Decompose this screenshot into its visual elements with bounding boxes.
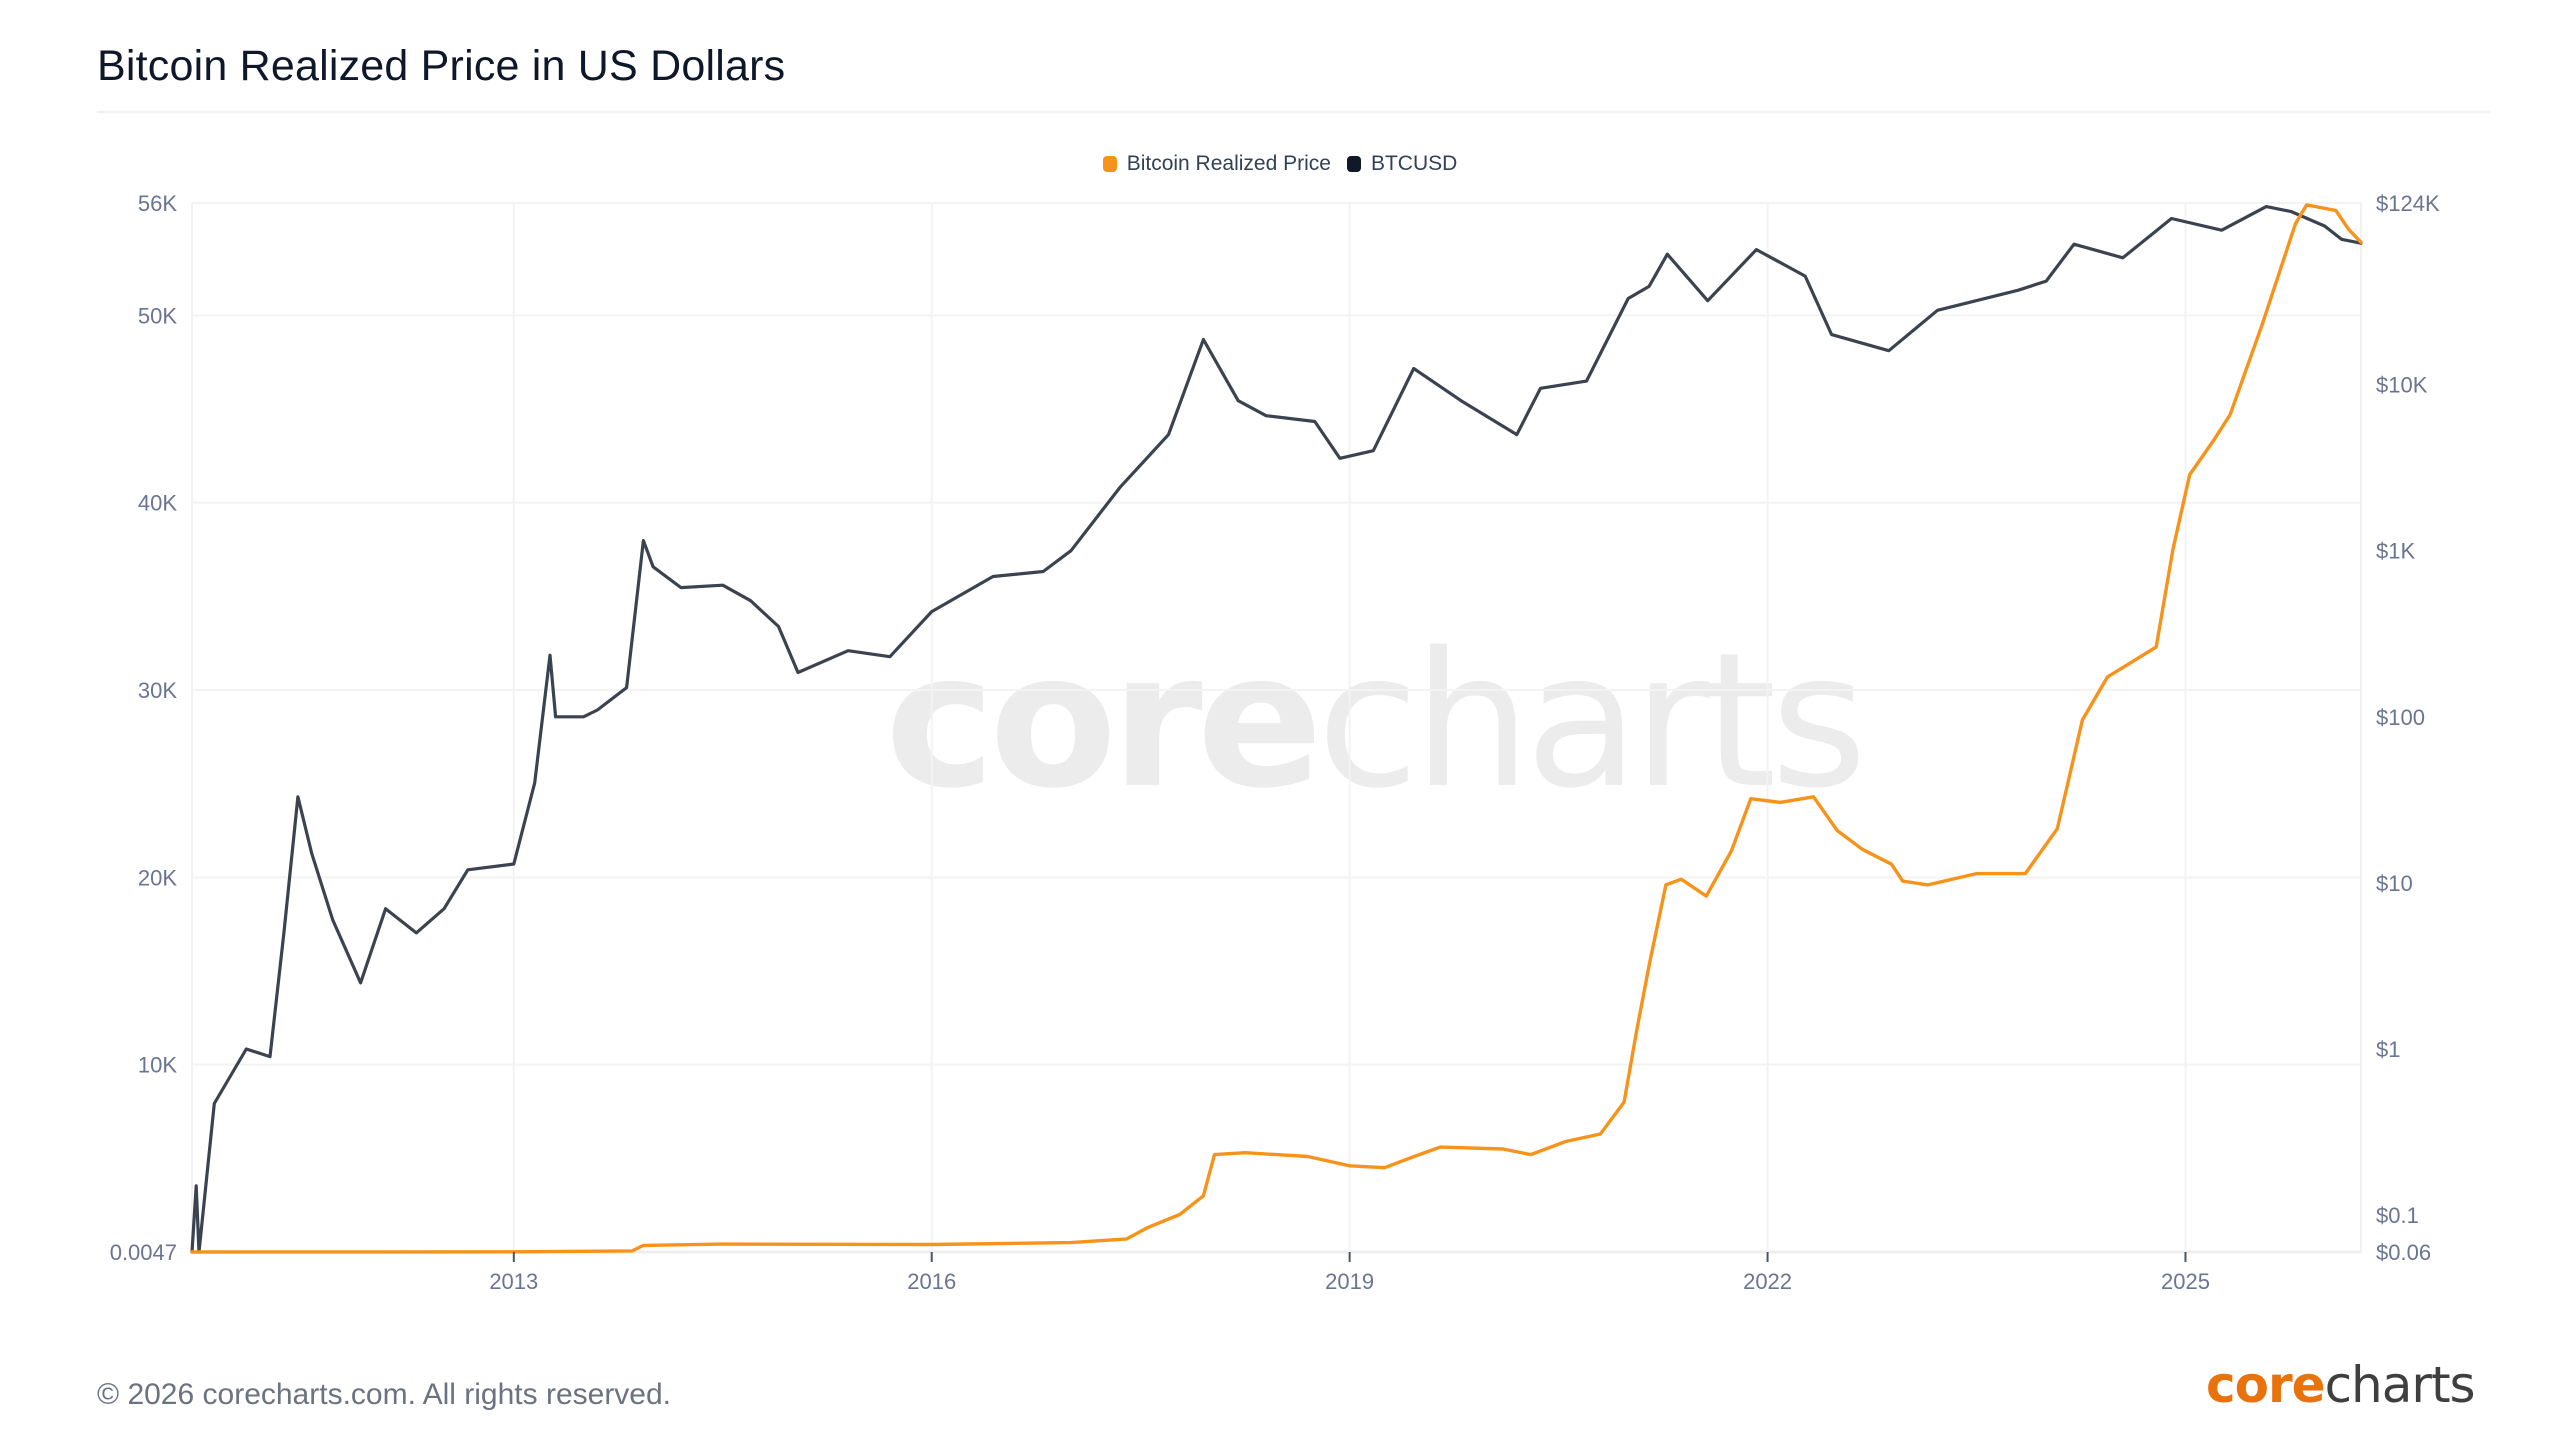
legend-item-realized-price[interactable]: Bitcoin Realized Price bbox=[1102, 152, 1331, 176]
watermark-logo: corecharts bbox=[885, 612, 1867, 829]
x-tick-label: 2016 bbox=[907, 1269, 956, 1294]
y-right-tick-label: $1 bbox=[2376, 1037, 2400, 1062]
series-line-realized-price bbox=[190, 203, 2363, 1254]
legend-label-realized-price: Bitcoin Realized Price bbox=[1126, 152, 1331, 175]
x-tick-label: 2025 bbox=[2161, 1269, 2210, 1294]
y-left-tick-label: 50K bbox=[138, 303, 177, 328]
watermark-part-charts: charts bbox=[1316, 612, 1867, 829]
legend-label-btcusd: BTCUSD bbox=[1370, 152, 1458, 175]
legend-item-btcusd[interactable]: BTCUSD bbox=[1346, 152, 1458, 176]
legend: Bitcoin Realized Price BTCUSD bbox=[0, 152, 2560, 176]
corecharts-logo[interactable]: corecharts bbox=[2206, 1356, 2476, 1414]
logo-part-core: core bbox=[2206, 1356, 2326, 1414]
y-left-tick-label: 30K bbox=[138, 678, 177, 703]
title-divider bbox=[97, 111, 2490, 113]
y-left-tick-label: 10K bbox=[138, 1053, 177, 1078]
legend-swatch-realized-price bbox=[1102, 156, 1117, 172]
watermark-part-core: core bbox=[885, 612, 1323, 829]
y-right-tick-label: $124K bbox=[2376, 191, 2440, 216]
x-tick-label: 2022 bbox=[1743, 1269, 1792, 1294]
series-line-btcusd bbox=[190, 205, 2363, 1254]
x-tick-label: 2019 bbox=[1325, 1269, 1374, 1294]
y-left-tick-label: 0.0047 bbox=[110, 1240, 177, 1265]
grid bbox=[191, 202, 2362, 1254]
y-left-tick-label: 40K bbox=[138, 491, 177, 516]
page-title: Bitcoin Realized Price in US Dollars bbox=[97, 42, 786, 90]
x-tick-label: 2013 bbox=[489, 1269, 538, 1294]
y-right-tick-label: $0.06 bbox=[2376, 1240, 2431, 1265]
y-right-tick-label: $1K bbox=[2376, 539, 2415, 564]
y-right-tick-label: $10K bbox=[2376, 373, 2428, 398]
y-right-tick-label: $0.1 bbox=[2376, 1203, 2419, 1228]
y-left-tick-label: 56K bbox=[138, 191, 177, 216]
y-right-tick-label: $100 bbox=[2376, 705, 2425, 730]
series-layer bbox=[190, 203, 2363, 1254]
axes: 0.0047 10K 20K 30K 40K 50K 56K $0.06 $0.1 $1 $10 $1… bbox=[110, 191, 2440, 1294]
logo-part-charts: charts bbox=[2324, 1356, 2476, 1414]
y-right-tick-label: $10 bbox=[2376, 871, 2413, 896]
legend-swatch-btcusd bbox=[1346, 156, 1361, 172]
y-left-tick-label: 20K bbox=[138, 865, 177, 890]
copyright-text: © 2026 corecharts.com. All rights reserv… bbox=[97, 1378, 672, 1411]
